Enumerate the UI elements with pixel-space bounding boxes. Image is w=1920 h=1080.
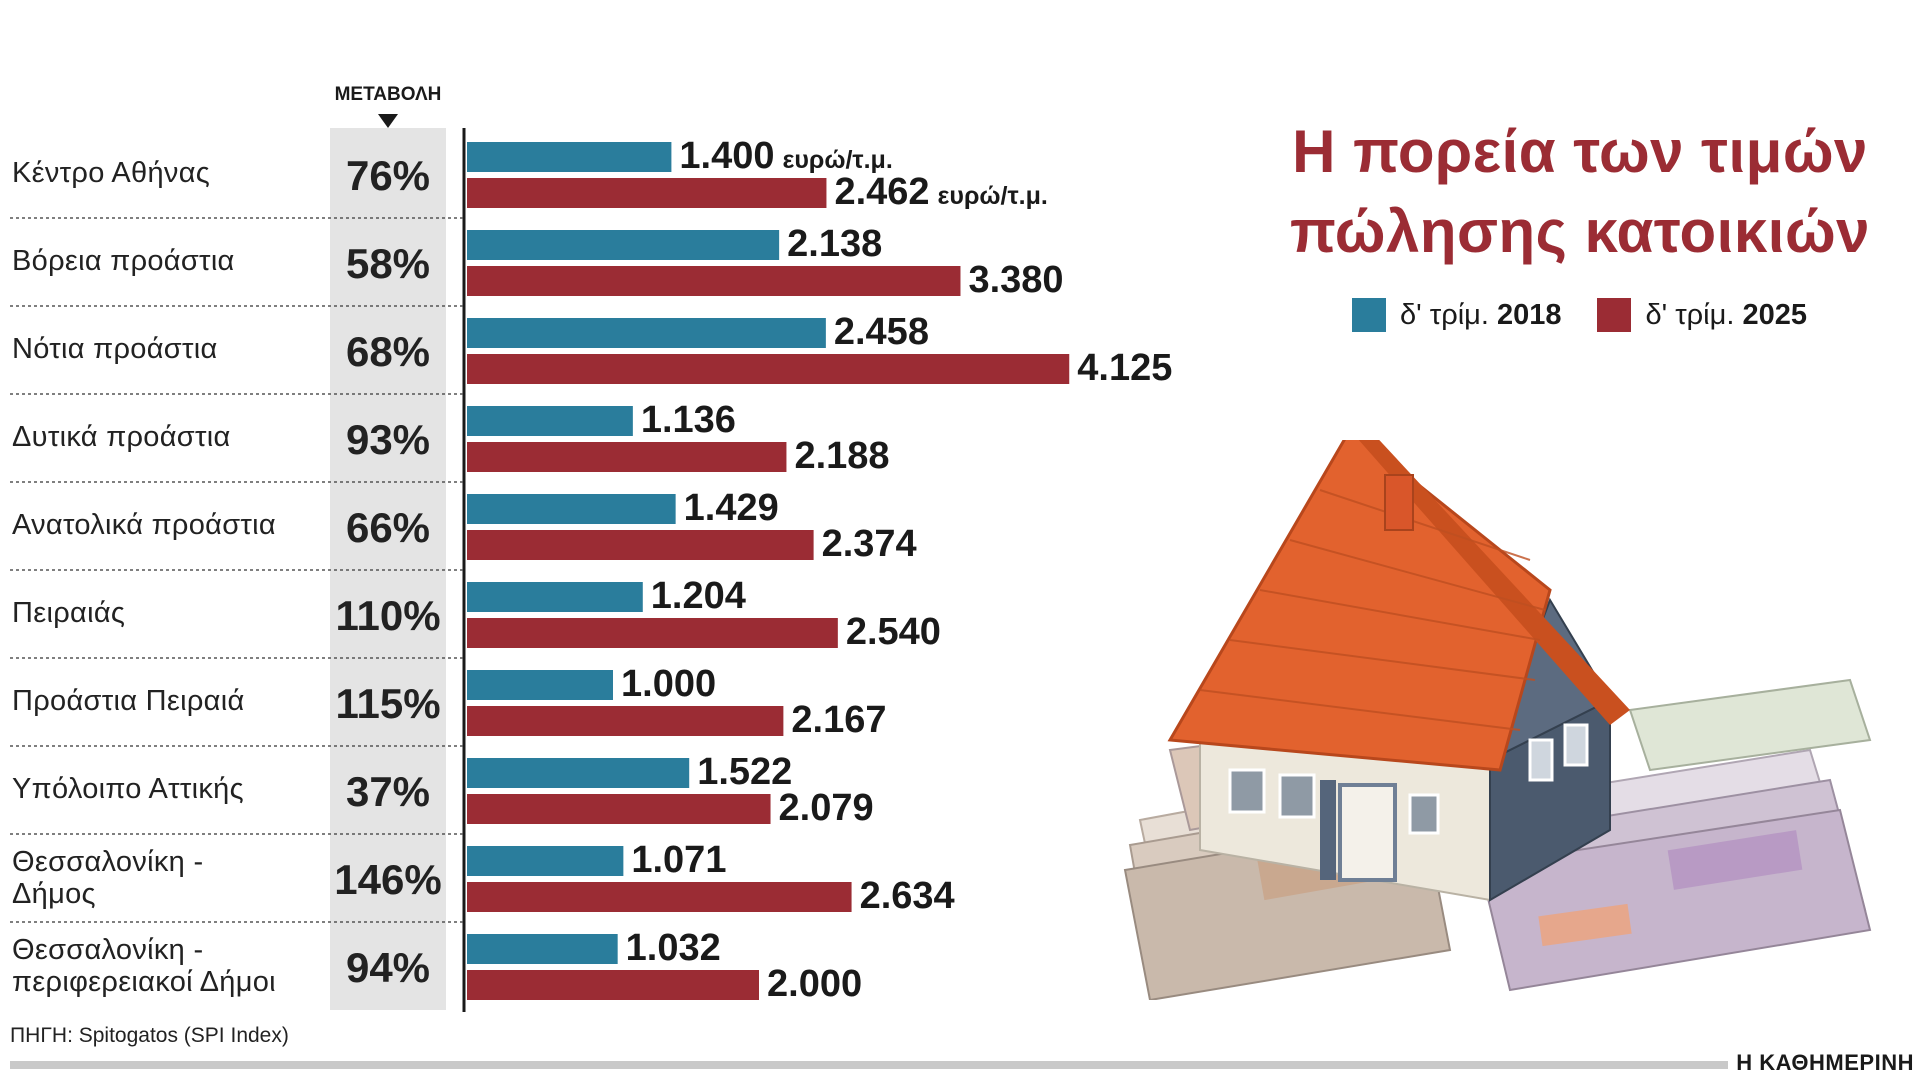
bar-2025 (467, 794, 771, 824)
bar-2018 (467, 230, 780, 260)
bar-2025 (467, 530, 814, 560)
value-label-2018: 1.071 (631, 839, 726, 881)
change-column-header: ΜΕΤΑΒΟΛΗ (335, 84, 442, 105)
value-label-2018: 1.136 (641, 399, 736, 441)
change-pct-label: 110% (335, 592, 440, 639)
region-label: Προάστια Πειραιά (12, 685, 245, 717)
bar-2018 (467, 758, 690, 788)
bar-2025 (467, 354, 1070, 384)
legend-label-2025-prefix: δ' τρίμ. (1645, 298, 1735, 331)
change-pct-label: 37% (346, 768, 430, 815)
value-label-2018: 1.032 (626, 927, 721, 969)
value-label-2025: 2.374 (822, 523, 917, 565)
bar-2018 (467, 582, 643, 612)
region-label: Υπόλοιπο Αττικής (12, 773, 244, 805)
value-label-2018: 2.458 (834, 311, 929, 353)
change-header-arrow-icon (378, 114, 398, 128)
region-label: Πειραιάς (12, 597, 125, 629)
change-pct-label: 115% (335, 680, 440, 727)
region-label: Θεσσαλονίκη - (12, 846, 203, 878)
bar-2025 (467, 178, 827, 208)
value-label-2018: 1.400 (679, 135, 774, 177)
bar-2018 (467, 670, 613, 700)
value-label-2025: 2.634 (860, 875, 955, 917)
bar-2025 (467, 266, 961, 296)
bottom-rule (10, 1061, 1910, 1069)
change-pct-label: 93% (346, 416, 430, 463)
value-label-2025: 2.540 (846, 611, 941, 653)
house-on-banknotes-illustration (1123, 440, 1872, 1000)
bar-2025 (467, 970, 759, 1000)
change-column-bg (330, 128, 446, 1010)
value-label-2025: 2.000 (767, 963, 862, 1005)
legend-item-2025: δ' τρίμ. 2025 (1597, 298, 1807, 332)
change-pct-label: 146% (334, 856, 441, 903)
bar-2018 (467, 934, 618, 964)
change-pct-label: 58% (346, 240, 430, 287)
legend-label-2018-prefix: δ' τρίμ. (1400, 298, 1489, 331)
change-pct-label: 76% (346, 152, 430, 199)
value-label-2018: 2.138 (787, 223, 882, 265)
region-label: Ανατολικά προάστια (12, 509, 276, 541)
bar-2025 (467, 442, 787, 472)
legend: δ' τρίμ. 2018 δ' τρίμ. 2025 (1352, 298, 1807, 332)
value-label-2025: 2.167 (791, 699, 886, 741)
region-label: Δυτικά προάστια (12, 421, 231, 453)
value-label-2025: 2.079 (779, 787, 874, 829)
bar-2025 (467, 706, 784, 736)
publisher-brand: Η ΚΑΘΗΜΕΡΙΝΗ (1728, 1050, 1914, 1076)
value-label-2025: 3.380 (968, 259, 1063, 301)
value-label-2018: 1.000 (621, 663, 716, 705)
legend-swatch-2018 (1352, 298, 1386, 332)
value-label-2025: 4.125 (1077, 347, 1172, 389)
bar-2018 (467, 846, 624, 876)
value-label-2018: 1.522 (697, 751, 792, 793)
legend-swatch-2025 (1597, 298, 1632, 332)
legend-item-2018: δ' τρίμ. 2018 (1352, 298, 1561, 332)
bar-2018 (467, 318, 826, 348)
value-unit-label: ευρώ/τ.μ. (782, 146, 892, 174)
bar-2018 (467, 494, 676, 524)
bar-2018 (467, 142, 672, 172)
change-pct-label: 68% (346, 328, 430, 375)
region-label: Θεσσαλονίκη - (12, 934, 203, 966)
value-label-2025: 2.462 (834, 171, 929, 213)
house (1167, 440, 1630, 902)
change-pct-label: 66% (346, 504, 430, 551)
change-pct-label: 94% (346, 944, 430, 991)
region-label: Κέντρο Αθήνας (12, 157, 210, 189)
bar-2018 (467, 406, 633, 436)
region-label: Νότια προάστια (12, 333, 218, 365)
value-label-2018: 1.429 (684, 487, 779, 529)
legend-label-2025-year: 2025 (1742, 298, 1807, 331)
chart-title-line-2: πώλησης κατοικιών (1290, 198, 1870, 265)
chart-title-line-1: Η πορεία των τιμών (1292, 118, 1868, 185)
value-label-2018: 1.204 (651, 575, 746, 617)
region-label: Δήμος (12, 878, 96, 910)
legend-label-2018-year: 2018 (1496, 298, 1562, 331)
region-label: Βόρεια προάστια (12, 245, 235, 277)
value-label-2025: 2.188 (794, 435, 889, 477)
value-unit-label: ευρώ/τ.μ. (938, 182, 1048, 210)
region-label: περιφερειακοί Δήμοι (12, 966, 276, 998)
bar-2025 (467, 618, 838, 648)
chart-title: Η πορεία των τιμών πώλησης κατοικιών (1280, 112, 1880, 272)
bar-2025 (467, 882, 852, 912)
source-note: ΠΗΓΗ: Spitogatos (SPI Index) (10, 1024, 289, 1047)
